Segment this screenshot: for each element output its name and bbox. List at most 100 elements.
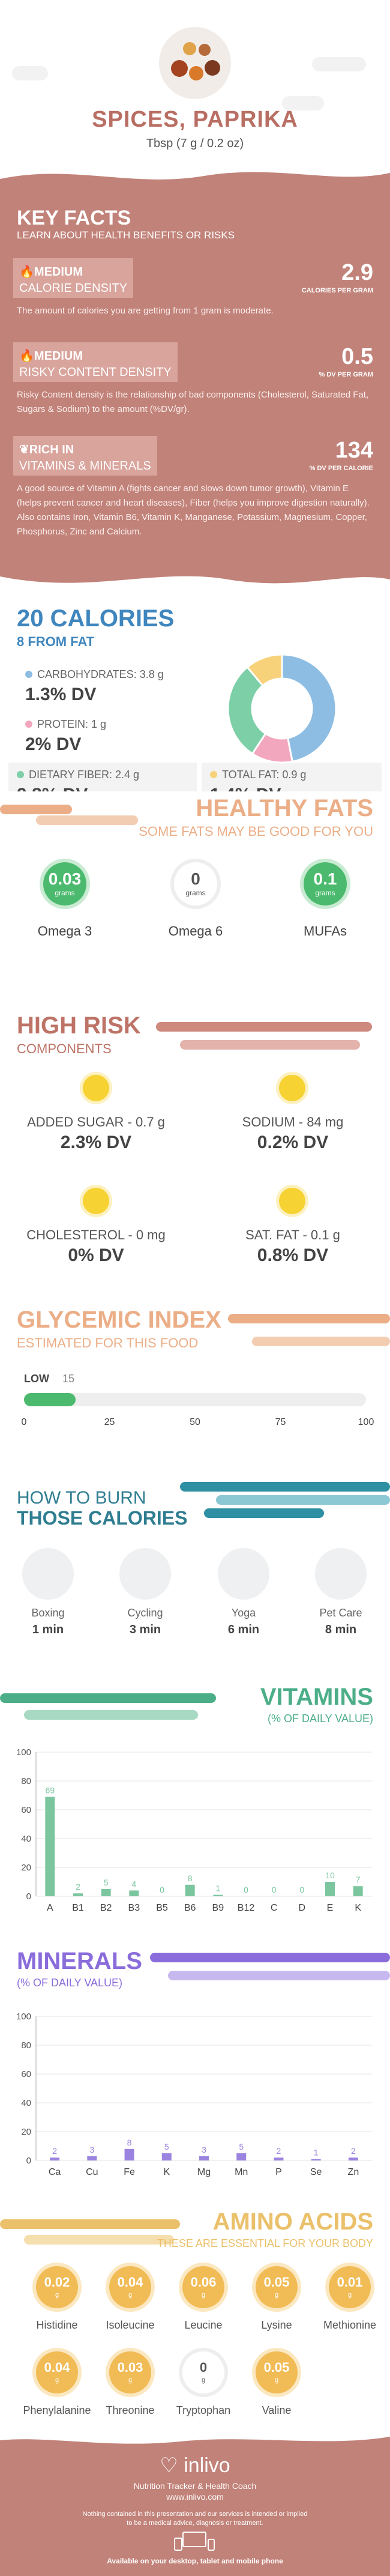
decor-cloud — [12, 66, 48, 80]
glycemic-tick-label: 0 — [21, 1417, 27, 1427]
bar — [274, 2157, 284, 2160]
key-facts-section: KEY FACTS LEARN ABOUT HEALTH BENEFITS OR… — [0, 192, 390, 593]
y-tick-label: 80 — [21, 1776, 31, 1786]
calorie-density-desc: The amount of calories you are getting f… — [17, 306, 274, 316]
bar — [124, 2148, 134, 2160]
wave-divider — [0, 576, 390, 593]
calorie-density-tag: 🔥MEDIUM CALORIE DENSITY — [13, 258, 134, 298]
x-tick-label: P — [275, 2167, 282, 2177]
y-tick-label: 40 — [21, 2098, 31, 2108]
decor-cloud — [312, 57, 366, 71]
glycemic-tick-label: 25 — [104, 1417, 115, 1427]
risky-density-desc: Risky Content density is the relationshi… — [17, 390, 369, 414]
vitamins-section: VITAMINS (% OF DAILY VALUE) 0 20 40 60 80 100… — [0, 1680, 390, 1944]
y-tick-label: 20 — [21, 1863, 31, 1873]
y-tick-label: 20 — [21, 2127, 31, 2137]
omega6-circle: 0 grams — [174, 862, 217, 906]
bar-value-label: 2 — [277, 2146, 281, 2156]
vitamins-rich-value: 134% DV PER CALORIE — [309, 438, 373, 472]
bar-value-label: 10 — [325, 1870, 335, 1880]
glycemic-tick-label: 100 — [358, 1417, 374, 1427]
calorie-donut-chart — [227, 653, 337, 764]
activity-pet-care: Pet Care 8 min — [305, 1548, 377, 1637]
x-tick-label: Cu — [86, 2167, 98, 2177]
smiley-icon — [279, 1075, 305, 1101]
x-tick-label: E — [327, 1903, 334, 1913]
decor-stripe — [228, 1314, 390, 1323]
glycemic-section: GLYCEMIC INDEX ESTIMATED FOR THIS FOOD L… — [0, 1302, 390, 1464]
flame-icon: 🔥 — [19, 349, 34, 363]
x-tick-label: B2 — [100, 1903, 112, 1913]
burn-section: HOW TO BURN THOSE CALORIES Boxing 1 min C… — [0, 1464, 390, 1680]
bar — [348, 2157, 358, 2160]
mufas-circle: 0.1 grams — [304, 862, 347, 906]
nutrient-protein: PROTEIN: 1 g 2% DV — [25, 718, 107, 754]
bar-value-label: 2 — [76, 1882, 80, 1891]
bar — [73, 1893, 83, 1896]
x-tick-label: Ca — [49, 2167, 61, 2177]
bar-value-label: 0 — [160, 1885, 164, 1894]
x-tick-label: A — [47, 1903, 53, 1913]
smiley-icon — [279, 1188, 305, 1214]
healthy-fats-section: HEALTHY FATS SOME FATS MAY BE GOOD FOR Y… — [0, 791, 390, 1008]
cycling-icon — [119, 1548, 171, 1600]
decor-stripe — [156, 1022, 372, 1032]
vitamins-rich-tag: ❦RICH IN VITAMINS & MINERALS — [13, 436, 157, 476]
boxing-icon — [22, 1548, 74, 1600]
vitamins-title: VITAMINS — [260, 1684, 373, 1710]
glycemic-tick-label: 50 — [190, 1417, 200, 1427]
disclaimer: Nothing contained in this presentation a… — [82, 2511, 308, 2527]
bar-value-label: 2 — [351, 2146, 356, 2156]
calories-section: 20 CALORIES 8 FROM FAT CARBOHYDRATES: 3.… — [0, 593, 390, 791]
bar-value-label: 7 — [356, 1875, 361, 1884]
amino-subtitle: THESE ARE ESSENTIAL FOR YOUR BODY — [157, 2237, 373, 2249]
x-tick-label: B1 — [72, 1903, 84, 1913]
x-tick-label: B3 — [128, 1903, 140, 1913]
x-tick-label: Mg — [197, 2167, 211, 2177]
flame-icon: 🔥 — [19, 265, 34, 279]
amino-circle: 0.05 g — [256, 2266, 298, 2308]
omega3-label: Omega 3 — [37, 924, 92, 939]
amino-circle: 0.02 g — [36, 2266, 78, 2308]
bar-value-label: 1 — [215, 1884, 220, 1893]
glycemic-fill — [24, 1393, 76, 1406]
bar — [236, 2153, 247, 2160]
x-tick-label: B12 — [238, 1903, 255, 1913]
vitamins-rich-desc: A good source of Vitamin A (fights cance… — [17, 483, 370, 537]
activity-yoga: Yoga 6 min — [208, 1548, 280, 1637]
x-tick-label: K — [163, 2167, 170, 2177]
added-sugar-dv: 2.3% DV — [60, 1132, 132, 1152]
glycemic-tick-label: 75 — [275, 1417, 286, 1427]
decor-stripe — [24, 2235, 174, 2245]
key-facts-subtitle: LEARN ABOUT HEALTH BENEFITS OR RISKS — [17, 229, 235, 241]
decor-stripe — [180, 1040, 360, 1050]
sat-fat-dv: 0.8% DV — [257, 1245, 329, 1265]
decor-stripe — [204, 1508, 324, 1518]
high-risk-section: HIGH RISK COMPONENTS ADDED SUGAR - 0.7 g… — [0, 1008, 390, 1302]
logo[interactable]: ♡ inlivo — [160, 2454, 230, 2477]
decor-cloud — [282, 96, 324, 110]
vitamins-bar-chart: 0 20 40 60 80 100 69 A 2 B1 5 B2 4 B3 0 B5 8 B6 1 B9 0 B12 0 C 0… — [16, 1747, 372, 1913]
amino-label: Histidine — [36, 2319, 78, 2331]
carbs-dot — [25, 671, 32, 678]
cholesterol-label: CHOLESTEROL - 0 mg — [26, 1227, 166, 1242]
x-tick-label: C — [271, 1903, 278, 1913]
amino-label: Methionine — [323, 2319, 377, 2331]
bar-value-label: 3 — [202, 2145, 206, 2154]
bar-value-label: 5 — [104, 1878, 109, 1887]
decor-stripe — [180, 1482, 390, 1492]
y-tick-label: 0 — [26, 1891, 31, 1902]
donut-slice — [227, 665, 267, 755]
website-link[interactable]: www.inlivo.com — [166, 2492, 224, 2502]
amino-circle: 0.01 g — [329, 2266, 371, 2308]
amino-label: Isoleucine — [106, 2319, 155, 2331]
bar-value-label: 1 — [314, 2148, 319, 2157]
bar-value-label: 0 — [272, 1885, 277, 1894]
x-tick-label: Mn — [235, 2167, 248, 2177]
omega3-circle: 0.03 grams — [43, 862, 86, 906]
donut-slice — [246, 653, 283, 687]
donut-slice — [281, 653, 337, 763]
vitamins-subtitle: (% OF DAILY VALUE) — [267, 1713, 373, 1725]
nutrient-fiber: DIETARY FIBER: 2.4 g 9.8% DV — [8, 763, 197, 791]
amino-circle: 0.03 g — [109, 2351, 151, 2393]
